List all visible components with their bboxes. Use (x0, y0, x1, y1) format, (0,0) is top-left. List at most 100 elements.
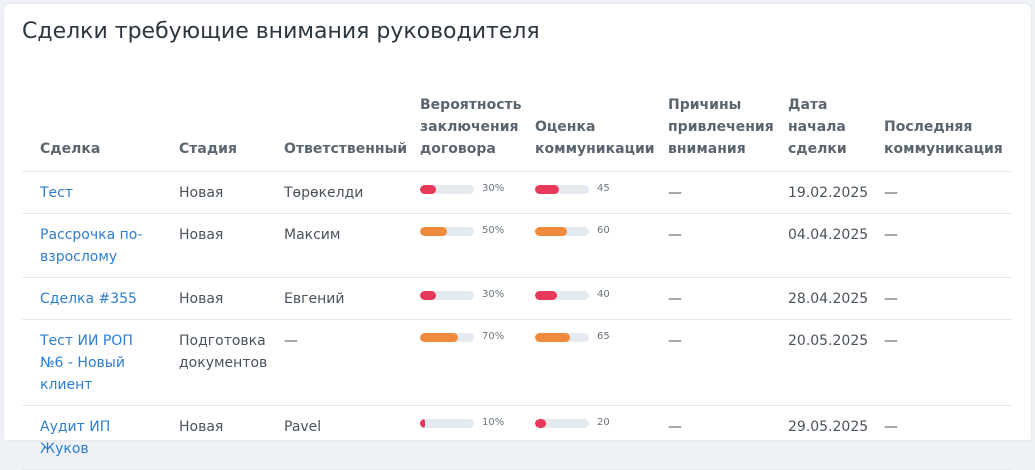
deals-attention-card: Сделки требующие внимания руководителя С… (4, 4, 1031, 470)
column-header-reasons-line: Причины (668, 97, 742, 113)
column-header-reasons[interactable]: Причины привлечения внимания (650, 90, 774, 172)
cell-deal: Сделка #355 (22, 277, 161, 320)
probability-bar-fill (420, 226, 447, 236)
cell-probability: 30% (402, 171, 517, 214)
cell-reasons: — (650, 171, 770, 214)
communication-value: 45 (597, 183, 610, 194)
table-row[interactable]: Рассрочка по-взрослому Новая Максим 50% 60 —0… (22, 213, 1012, 278)
communication-progress: 45 (535, 178, 644, 200)
column-header-probability-line: Вероятность (420, 97, 522, 113)
table-row[interactable]: Тест Новая Төрөкелди 30% 45 —19.02.2025— (22, 171, 1012, 214)
cell-communication: 40 (517, 277, 650, 320)
column-header-communication-line: Оценка (535, 119, 596, 135)
probability-bar-fill (420, 290, 437, 300)
column-header-communication[interactable]: Оценка коммуникации (517, 90, 655, 172)
probability-bar-fill (420, 184, 437, 194)
probability-value: 30% (482, 183, 505, 194)
column-header-responsible[interactable]: Ответственный (266, 90, 407, 172)
column-header-stage[interactable]: Стадия (161, 90, 266, 172)
deal-link[interactable]: Тест ИИ РОП №6 - Новый клиент (40, 333, 133, 393)
probability-progress: 50% (420, 220, 511, 242)
cell-reasons: — (650, 319, 770, 406)
communication-bar-track (535, 226, 589, 236)
cell-stage: Новая (161, 277, 266, 320)
table-row[interactable]: Аудит ИП Жуков Новая Pavel 10% 20 —29.05.2025… (22, 405, 1012, 470)
probability-value: 50% (482, 225, 505, 236)
cell-last-communication: — (866, 171, 1012, 214)
communication-bar-track (535, 184, 589, 194)
deals-table: Сделка Стадия Ответственный Вероятность … (22, 90, 1012, 470)
cell-deal: Тест ИИ РОП №6 - Новый клиент (22, 319, 161, 406)
communication-progress: 20 (535, 412, 644, 434)
probability-bar-fill (420, 332, 458, 342)
communication-bar-fill (535, 226, 568, 236)
cell-probability: 30% (402, 277, 517, 320)
probability-value: 70% (482, 331, 505, 342)
probability-bar-track (420, 418, 474, 428)
table-header-row: Сделка Стадия Ответственный Вероятность … (22, 90, 1012, 172)
cell-stage: Новая (161, 213, 266, 278)
communication-bar-track (535, 290, 589, 300)
column-header-deal[interactable]: Сделка (22, 90, 161, 172)
cell-responsible: Евгений (266, 277, 402, 320)
cell-communication: 65 (517, 319, 650, 406)
deal-link[interactable]: Тест (40, 185, 74, 201)
communication-bar-fill (535, 290, 557, 300)
communication-bar-fill (535, 418, 546, 428)
cell-start-date: 29.05.2025 (770, 405, 868, 470)
deals-table-body: Тест Новая Төрөкелди 30% 45—19.02.2025— Расср… (22, 171, 1012, 470)
column-header-probability-line: договора (420, 141, 496, 157)
cell-reasons: — (650, 277, 770, 320)
column-header-last-communication-line: коммуникация (884, 141, 1003, 157)
communication-bar-fill (535, 332, 571, 342)
communication-value: 20 (597, 417, 610, 428)
cell-stage: Подготовка документов (161, 319, 267, 406)
cell-start-date: 04.04.2025 (770, 213, 868, 278)
probability-value: 30% (482, 289, 505, 300)
deal-link[interactable]: Аудит ИП Жуков (40, 419, 111, 457)
cell-last-communication: — (866, 277, 1012, 320)
probability-progress: 30% (420, 178, 511, 200)
cell-communication: 45 (517, 171, 650, 214)
column-header-start-date[interactable]: Дата начала сделки (770, 90, 866, 172)
probability-bar-track (420, 226, 474, 236)
column-header-start-date-line: Дата (788, 97, 828, 113)
cell-reasons: — (650, 405, 770, 470)
deal-link[interactable]: Сделка #355 (40, 291, 137, 307)
cell-stage: Новая (161, 405, 266, 470)
communication-value: 60 (597, 225, 610, 236)
cell-last-communication: — (866, 213, 1012, 278)
table-row[interactable]: Сделка #355 Новая Евгений 30% 40 —28.04.2025— (22, 277, 1012, 320)
communication-value: 40 (597, 289, 610, 300)
communication-progress: 65 (535, 326, 644, 348)
probability-value: 10% (482, 417, 505, 428)
probability-progress: 10% (420, 412, 511, 434)
deal-link[interactable]: Рассрочка по-взрослому (40, 227, 143, 265)
probability-bar-fill (420, 418, 426, 428)
communication-progress: 40 (535, 284, 644, 306)
probability-progress: 70% (420, 326, 511, 348)
column-header-reasons-line: внимания (668, 141, 746, 157)
page-title: Сделки требующие внимания руководителя (22, 19, 540, 44)
column-header-last-communication-line: Последняя (884, 119, 973, 135)
cell-communication: 20 (517, 405, 650, 470)
column-header-communication-line: коммуникации (535, 141, 655, 157)
cell-stage: Новая (161, 171, 266, 214)
cell-last-communication: — (866, 319, 1012, 406)
column-header-reasons-line: привлечения (668, 119, 774, 135)
cell-deal: Тест (22, 171, 161, 214)
column-header-last-communication[interactable]: Последняя коммуникация (866, 90, 1012, 172)
column-header-probability-line: заключения (420, 119, 519, 135)
cell-responsible: Максим (266, 213, 402, 278)
probability-bar-track (420, 184, 474, 194)
cell-start-date: 20.05.2025 (770, 319, 868, 406)
table-row[interactable]: Тест ИИ РОП №6 - Новый клиент Подготовка … (22, 319, 1012, 406)
communication-bar-track (535, 332, 589, 342)
cell-probability: 50% (402, 213, 517, 278)
communication-bar-track (535, 418, 589, 428)
communication-progress: 60 (535, 220, 644, 242)
probability-progress: 30% (420, 284, 511, 306)
cell-deal: Аудит ИП Жуков (22, 405, 161, 470)
column-header-probability[interactable]: Вероятность заключения договора (402, 90, 521, 172)
cell-reasons: — (650, 213, 770, 278)
